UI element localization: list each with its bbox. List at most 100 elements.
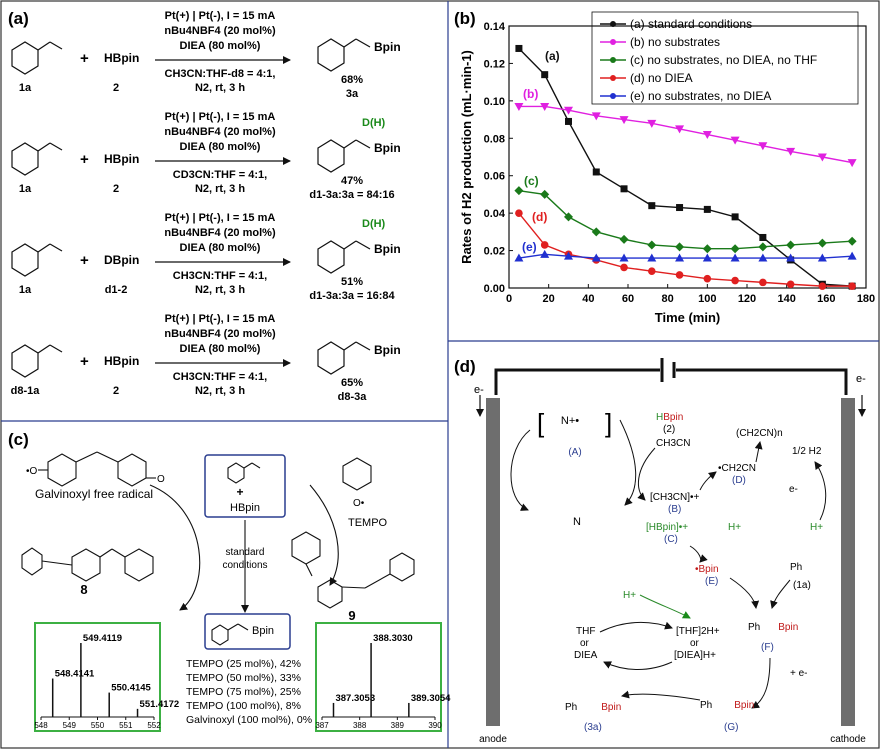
bracket-right: ] [605, 408, 612, 438]
hbpin: HBpin [656, 412, 683, 423]
substrate-label: 1a [19, 82, 32, 94]
x-axis-label: Time (min) [655, 310, 721, 325]
F-ph: Ph Bpin [748, 622, 798, 633]
species-F-label: (F) [761, 642, 774, 653]
substrate-ring [11, 344, 63, 378]
condition-line: nBu4NBF4 (20 mol%) [164, 25, 276, 37]
reagent: HBpin [104, 354, 139, 368]
data-point [540, 241, 549, 249]
data-point [818, 282, 827, 290]
arrow-thf-to-thfh [599, 621, 673, 633]
data-point [647, 119, 657, 128]
product-ratio: d8-3a [338, 391, 368, 403]
data-point [565, 117, 572, 125]
reaction-row-3: 1a + DBpin d1-2 Pt(+) | Pt(-), I = 15 mA nBu4… [11, 212, 401, 302]
substrate-label: d8-1a [11, 385, 41, 397]
species-D-label: (D) [732, 475, 746, 486]
product-ring [317, 240, 371, 274]
product-bpin: Bpin [374, 141, 401, 155]
product-bpin: Bpin [374, 343, 401, 357]
series-tag: (d) [532, 210, 547, 224]
data-point [703, 205, 711, 213]
species-A-label: (A) [568, 447, 581, 458]
ms-peak-label: 548.4141 [55, 669, 95, 680]
panel-c-label: (c) [8, 430, 29, 449]
plus-sign: + [80, 151, 89, 168]
styrene-ph: Ph [790, 562, 802, 573]
anode-electrode [486, 398, 500, 726]
trapping-result: TEMPO (75 mol%), 25% [186, 686, 301, 698]
y-tick-label: 0.06 [484, 171, 505, 183]
plus-e: + e- [790, 668, 808, 679]
data-point [817, 238, 827, 248]
deuterium-label: D(H) [362, 117, 386, 129]
ms-peak-label: 551.4172 [140, 699, 180, 710]
condition-line: nBu4NBF4 (20 mol%) [164, 227, 276, 239]
legend-marker [610, 57, 616, 63]
ms-tick-label: 550 [91, 721, 105, 730]
substrate-ring [11, 142, 63, 176]
ms-peak-label: 389.3054 [411, 693, 451, 704]
data-point [647, 253, 657, 262]
arrow-G-to-3a [621, 690, 701, 701]
y-tick-label: 0.02 [484, 246, 505, 258]
plus-sign: + [80, 252, 89, 269]
atmosphere: N2, rt, 3 h [195, 82, 245, 94]
or-left: or [580, 638, 590, 649]
data-point [786, 280, 795, 289]
condition-line: nBu4NBF4 (20 mol%) [164, 328, 276, 340]
data-point [730, 253, 740, 262]
data-point [564, 106, 573, 115]
reagent-label: 2 [113, 385, 119, 397]
data-point [515, 44, 523, 52]
standard-label: standard [226, 547, 265, 558]
y-tick-label: 0.04 [484, 208, 506, 220]
cathode-electrode [841, 398, 855, 726]
data-point [702, 131, 712, 140]
x-tick-label: 120 [738, 293, 756, 305]
ch3cn: CH3CN [656, 438, 690, 449]
data-point [564, 212, 573, 222]
diea-h: [DIEA]H+ [674, 650, 716, 661]
reagent-label: d1-2 [105, 284, 128, 296]
ms-left-frame [34, 622, 161, 732]
adduct-8-structure [21, 547, 154, 582]
h-plus-mid: H+ [728, 522, 741, 533]
species-C-text: [HBpin]•+ [646, 522, 688, 533]
data-point [675, 125, 685, 134]
data-point [847, 251, 857, 260]
deuterium-label: D(H) [362, 218, 386, 230]
reaction-row-4: d8-1a + HBpin 2 Pt(+) | Pt(-), I = 15 mA nBu4… [11, 313, 401, 403]
data-point [648, 267, 656, 275]
diea: DIEA [574, 650, 598, 661]
electron-right: e- [856, 373, 866, 385]
x-tick-label: 60 [622, 293, 634, 305]
data-point [619, 116, 629, 125]
or-right: or [690, 638, 700, 649]
species-B-text: [CH3CN]•+ [650, 492, 700, 503]
product-bpin: Bpin [374, 242, 401, 256]
adduct-9-structure [291, 531, 415, 609]
tempo-structure [342, 457, 372, 491]
product-ratio: d1-3a:3a = 16:84 [309, 290, 395, 302]
data-point [817, 253, 827, 262]
ms-tick-label: 549 [63, 721, 77, 730]
arrow-C-to-E [689, 545, 708, 563]
product-box [204, 613, 291, 650]
galvinoxyl-o-radical: •O [26, 466, 38, 477]
arrow-F-to-G [751, 657, 771, 709]
panel-d-label: (d) [454, 357, 476, 376]
y-tick-label: 0.14 [484, 21, 506, 33]
plus-sign: + [236, 485, 243, 499]
galvinoxyl-structure [38, 451, 156, 487]
data-point [514, 102, 524, 111]
data-point [758, 142, 768, 151]
atmosphere: N2, rt, 3 h [195, 385, 245, 397]
data-point [759, 233, 767, 241]
yield: 51% [341, 276, 363, 288]
data-point [515, 209, 523, 217]
product-bpin: Bpin [374, 40, 401, 54]
h-plus-right: H+ [810, 522, 823, 533]
x-tick-label: 80 [662, 293, 674, 305]
